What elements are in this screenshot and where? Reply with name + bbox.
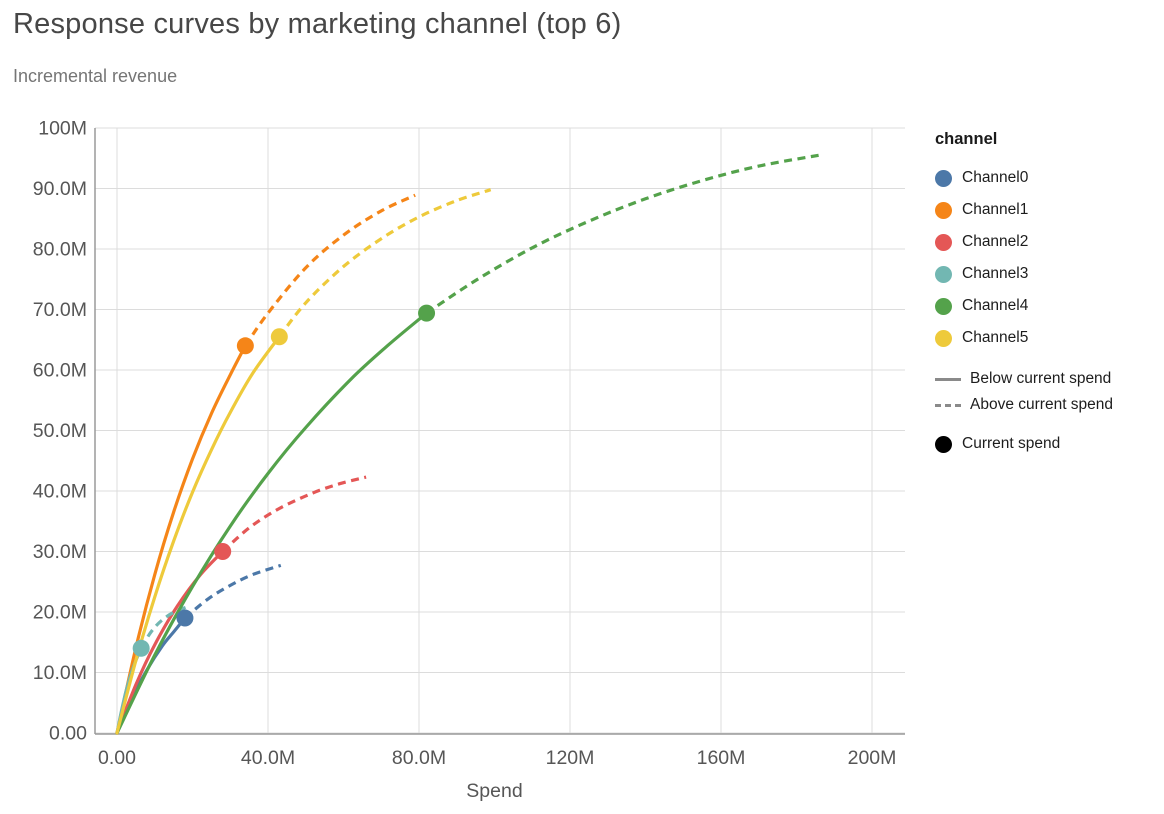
legend-item-current-spend: Current spend <box>935 428 1161 460</box>
legend-swatch-channel3 <box>935 265 952 283</box>
current-spend-dot-Channel2 <box>214 543 232 560</box>
solid-line-icon <box>935 377 961 381</box>
curve-Channel5-dashed <box>278 188 492 338</box>
current-spend-dot-icon <box>935 435 952 453</box>
y-axis-title: Incremental revenue <box>13 66 178 86</box>
curve-Channel1-dashed <box>243 193 416 347</box>
y-axis-tick-label: 80.0M <box>33 239 87 261</box>
current-spend-dot-Channel1 <box>236 337 254 355</box>
y-axis-tick-label: 50.0M <box>33 420 87 442</box>
chart-title: Response curves by marketing channel (to… <box>13 8 622 40</box>
y-axis-tick-label: 90.0M <box>33 178 87 200</box>
x-axis-tick-label: 200M <box>848 747 897 769</box>
curve-Channel4-solid <box>115 311 429 735</box>
legend-swatch-channel5 <box>935 329 952 347</box>
y-axis-tick-label: 40.0M <box>33 481 87 503</box>
curve-Channel2-dashed <box>221 475 367 553</box>
legend-item-channel4: Channel4 <box>935 290 1161 322</box>
legend-label-channel5: Channel5 <box>962 329 1029 346</box>
curve-Channel2-solid <box>115 549 225 735</box>
legend-swatch-channel1 <box>935 201 952 219</box>
legend-label-channel3: Channel3 <box>962 265 1029 282</box>
x-axis-tick-label: 0.00 <box>98 747 136 769</box>
y-axis-tick-label: 20.0M <box>33 602 87 624</box>
current-spend-dot-Channel0 <box>176 609 194 627</box>
legend: channel Channel0 Channel1 Channel2 Channel3… <box>935 130 1161 460</box>
legend-item-channel2: Channel2 <box>935 226 1161 258</box>
x-axis-tick-label: 80.0M <box>392 747 446 769</box>
y-axis-tick-label: 60.0M <box>33 360 87 382</box>
y-axis-tick-label: 30.0M <box>33 541 87 563</box>
current-spend-dot-Channel4 <box>418 304 436 322</box>
legend-label-current: Current spend <box>962 435 1061 452</box>
dashed-line-icon <box>935 403 961 407</box>
curve-Channel4-dashed <box>425 153 820 315</box>
legend-label-above: Above current spend <box>970 396 1114 413</box>
legend-item-channel3: Channel3 <box>935 258 1161 290</box>
legend-label-channel1: Channel1 <box>962 201 1029 218</box>
legend-label-channel4: Channel4 <box>962 297 1029 314</box>
legend-item-above-current-spend: Above current spend <box>935 392 1161 418</box>
legend-label-channel0: Channel0 <box>962 169 1029 186</box>
legend-label-channel2: Channel2 <box>962 233 1029 250</box>
y-axis-tick-label: 10.0M <box>33 662 87 684</box>
legend-swatch-channel0 <box>935 169 952 187</box>
x-axis-tick-label: 40.0M <box>241 747 295 769</box>
legend-label-below: Below current spend <box>970 370 1112 387</box>
legend-channel-list: Channel0 Channel1 Channel2 Channel3 Channel4… <box>935 162 1161 354</box>
legend-item-channel5: Channel5 <box>935 322 1161 354</box>
curve-Channel0-solid <box>115 616 187 735</box>
x-axis-tick-label: 120M <box>546 747 595 769</box>
x-axis-title: Spend <box>466 780 522 802</box>
legend-item-below-current-spend: Below current spend <box>935 366 1161 392</box>
legend-swatch-channel2 <box>935 233 952 251</box>
y-axis-tick-label: 0.00 <box>49 723 87 745</box>
x-axis-tick-label: 160M <box>697 747 746 769</box>
legend-item-channel0: Channel0 <box>935 162 1161 194</box>
curve-Channel1-solid <box>115 344 247 735</box>
y-axis-tick-label: 70.0M <box>33 299 87 321</box>
curve-Channel0-dashed <box>183 563 282 620</box>
legend-separator <box>935 354 1161 366</box>
legend-item-channel1: Channel1 <box>935 194 1161 226</box>
y-axis-tick-label: 100M <box>38 118 87 140</box>
legend-swatch-channel4 <box>935 297 952 315</box>
current-spend-dot-Channel3 <box>132 639 150 657</box>
current-spend-dot-Channel5 <box>270 328 288 346</box>
legend-title: channel <box>935 130 998 148</box>
